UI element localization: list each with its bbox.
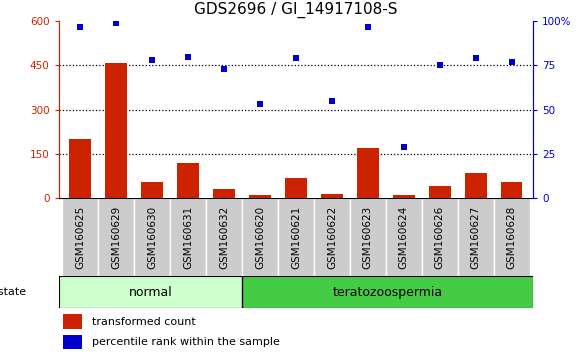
Text: GSM160620: GSM160620 xyxy=(255,206,265,269)
FancyBboxPatch shape xyxy=(98,198,134,276)
Point xyxy=(219,66,229,72)
Text: GSM160628: GSM160628 xyxy=(507,206,517,269)
Bar xyxy=(393,195,414,198)
FancyBboxPatch shape xyxy=(458,198,493,276)
Text: teratozoospermia: teratozoospermia xyxy=(333,286,442,298)
Bar xyxy=(177,163,199,198)
Text: normal: normal xyxy=(128,286,172,298)
Point xyxy=(183,54,193,59)
Text: disease state: disease state xyxy=(0,287,26,297)
Text: percentile rank within the sample: percentile rank within the sample xyxy=(92,337,280,347)
Bar xyxy=(69,139,91,198)
Text: GSM160626: GSM160626 xyxy=(435,206,445,269)
Text: GSM160621: GSM160621 xyxy=(291,206,301,269)
Bar xyxy=(105,63,127,198)
Bar xyxy=(63,314,82,329)
Text: GSM160625: GSM160625 xyxy=(75,206,85,269)
Text: transformed count: transformed count xyxy=(92,317,196,327)
Text: GSM160632: GSM160632 xyxy=(219,206,229,269)
Bar xyxy=(285,178,306,198)
Point xyxy=(435,63,444,68)
FancyBboxPatch shape xyxy=(278,198,314,276)
Bar xyxy=(357,148,379,198)
Bar xyxy=(465,173,486,198)
Point xyxy=(111,20,121,26)
Text: GSM160630: GSM160630 xyxy=(147,206,157,269)
Bar xyxy=(242,276,533,308)
Bar xyxy=(141,182,163,198)
Point xyxy=(76,24,85,29)
Point xyxy=(471,56,481,61)
FancyBboxPatch shape xyxy=(206,198,242,276)
FancyBboxPatch shape xyxy=(170,198,206,276)
FancyBboxPatch shape xyxy=(62,198,98,276)
Bar xyxy=(59,276,242,308)
FancyBboxPatch shape xyxy=(493,198,530,276)
FancyBboxPatch shape xyxy=(350,198,386,276)
Text: GSM160624: GSM160624 xyxy=(399,206,409,269)
Title: GDS2696 / GI_14917108-S: GDS2696 / GI_14917108-S xyxy=(194,2,398,18)
Point xyxy=(148,57,157,63)
Point xyxy=(327,98,336,104)
Text: GSM160622: GSM160622 xyxy=(327,206,337,269)
Text: GSM160631: GSM160631 xyxy=(183,206,193,269)
FancyBboxPatch shape xyxy=(422,198,458,276)
Point xyxy=(255,102,265,107)
FancyBboxPatch shape xyxy=(134,198,170,276)
Bar xyxy=(213,189,235,198)
Bar xyxy=(501,182,523,198)
Bar xyxy=(63,335,82,349)
Point xyxy=(291,56,301,61)
FancyBboxPatch shape xyxy=(242,198,278,276)
FancyBboxPatch shape xyxy=(386,198,422,276)
Bar xyxy=(429,187,451,198)
Text: GSM160623: GSM160623 xyxy=(363,206,373,269)
Bar xyxy=(321,194,343,198)
Text: GSM160629: GSM160629 xyxy=(111,206,121,269)
Point xyxy=(363,24,373,29)
Point xyxy=(399,144,408,150)
Text: GSM160627: GSM160627 xyxy=(471,206,481,269)
FancyBboxPatch shape xyxy=(314,198,350,276)
Bar xyxy=(249,195,271,198)
Point xyxy=(507,59,516,65)
